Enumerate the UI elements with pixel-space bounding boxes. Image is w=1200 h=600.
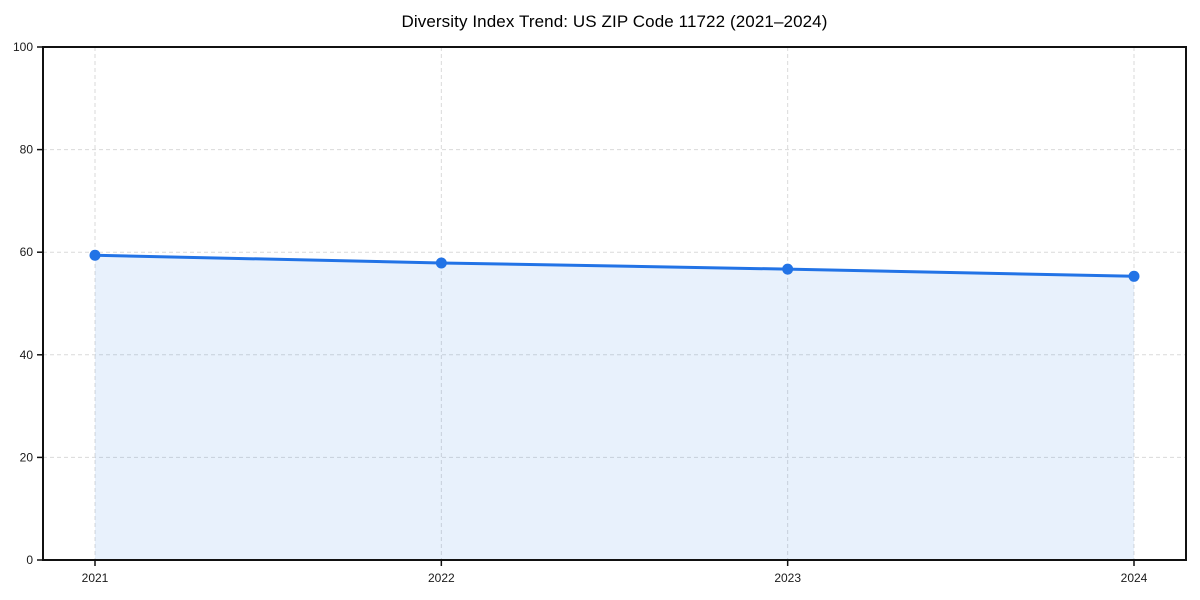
y-tick-label: 20 [20,450,34,464]
x-tick-label: 2023 [774,571,801,585]
chart-title: Diversity Index Trend: US ZIP Code 11722… [401,12,828,31]
data-point-2021 [89,249,101,261]
area-fill [95,255,1134,560]
x-tick-label: 2024 [1121,571,1148,585]
trend-line [93,253,1136,278]
data-point-2024 [1128,270,1140,282]
x-tick-label: 2022 [428,571,455,585]
x-tick-label: 2021 [82,571,109,585]
plot-border [42,46,1187,561]
y-tick-label: 80 [20,143,34,157]
y-tick-label: 60 [20,245,34,259]
data-point-2022 [435,257,447,269]
y-tick-label: 100 [13,40,33,54]
y-tick-label: 0 [26,553,33,567]
data-point-2023 [782,263,794,275]
y-tick-label: 40 [20,348,34,362]
